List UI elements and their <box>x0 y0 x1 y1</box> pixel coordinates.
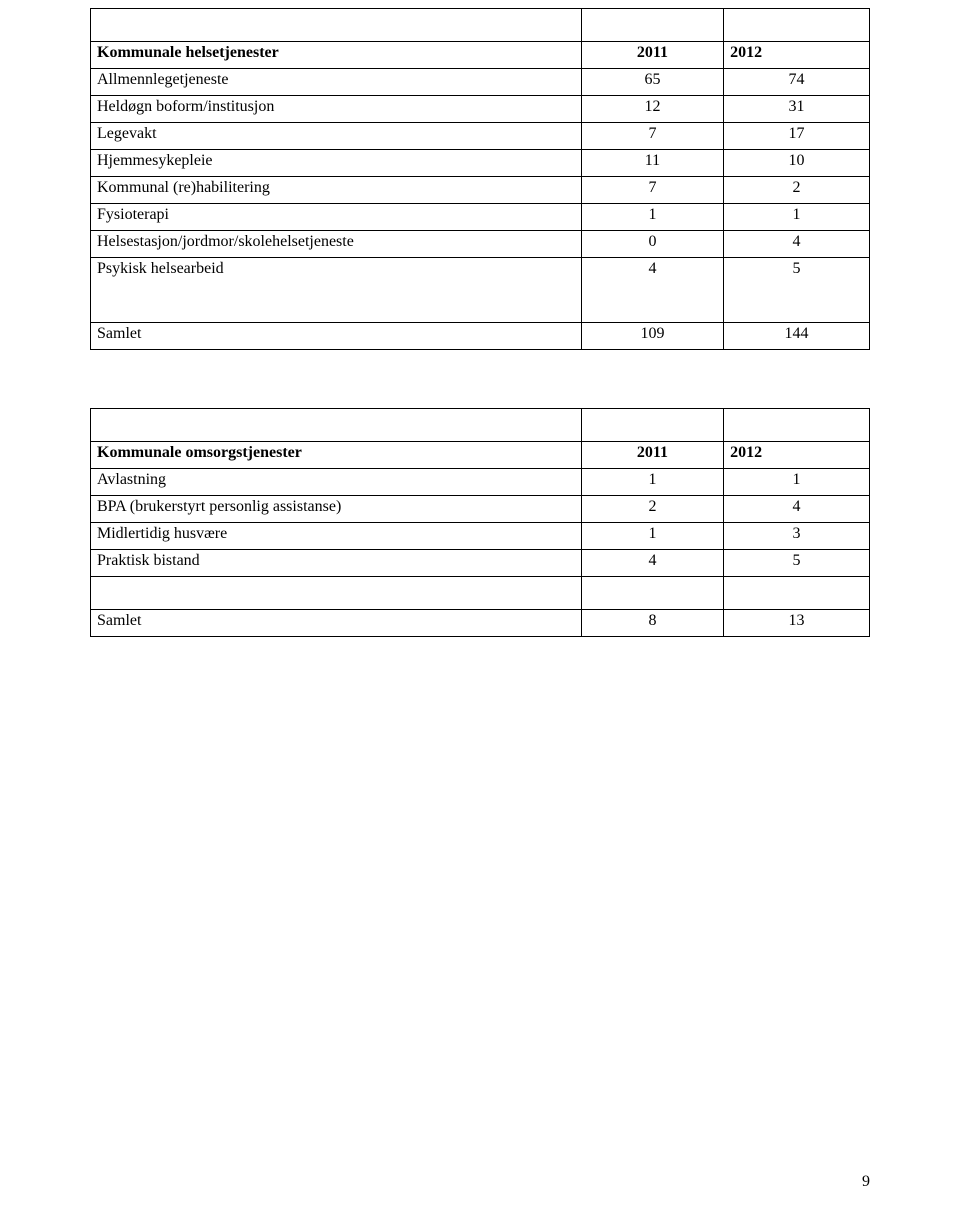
table-row: Avlastning 1 1 <box>91 469 870 496</box>
table-kommunale-omsorgstjenester: Kommunale omsorgstjenester 2011 2012 Avl… <box>90 408 870 637</box>
row-label: Psykisk helsearbeid <box>97 260 224 277</box>
col-header: 2012 <box>730 44 762 61</box>
row-label: Legevakt <box>97 125 157 142</box>
cell-value: 10 <box>730 152 863 170</box>
table-total-row: Samlet 8 13 <box>91 610 870 637</box>
cell-value: 7 <box>648 179 656 196</box>
row-label: Helsestasjon/jordmor/skolehelsetjeneste <box>97 233 354 250</box>
row-label: Hjemmesykepleie <box>97 152 213 169</box>
table-row: Kommunal (re)habilitering 7 2 <box>91 177 870 204</box>
total-value: 144 <box>730 325 863 343</box>
cell-value: 4 <box>648 260 656 277</box>
row-label: Midlertidig husvære <box>97 525 227 542</box>
cell-value: 2 <box>648 498 656 515</box>
table-row: Heldøgn boform/institusjon 12 31 <box>91 96 870 123</box>
table-total-row: Samlet 109 144 <box>91 323 870 350</box>
cell-value: 4 <box>730 498 863 516</box>
total-value: 13 <box>730 612 863 630</box>
col-header: 2011 <box>637 444 668 461</box>
table-row <box>91 409 870 442</box>
table-row <box>91 9 870 42</box>
table-header-row: Kommunale helsetjenester 2011 2012 <box>91 42 870 69</box>
cell-value: 65 <box>644 71 660 88</box>
cell-value: 1 <box>648 525 656 542</box>
page-number: 9 <box>862 1173 870 1191</box>
cell-value: 5 <box>730 260 863 278</box>
row-label: Allmennlegetjeneste <box>97 71 229 88</box>
total-value: 109 <box>640 325 664 342</box>
table-row: Hjemmesykepleie 11 10 <box>91 150 870 177</box>
total-label: Samlet <box>97 325 141 342</box>
table-header-row: Kommunale omsorgstjenester 2011 2012 <box>91 442 870 469</box>
table-row: Legevakt 7 17 <box>91 123 870 150</box>
table-title: Kommunale helsetjenester <box>97 44 279 61</box>
cell-value: 17 <box>730 125 863 143</box>
row-label: Fysioterapi <box>97 206 169 223</box>
cell-value: 1 <box>648 471 656 488</box>
col-header: 2011 <box>637 44 668 61</box>
cell-value: 0 <box>648 233 656 250</box>
table-row <box>91 577 870 610</box>
table-row: Fysioterapi 1 1 <box>91 204 870 231</box>
total-label: Samlet <box>97 612 141 629</box>
cell-value: 4 <box>648 552 656 569</box>
row-label: BPA (brukerstyrt personlig assistanse) <box>97 498 341 515</box>
table-row: Praktisk bistand 4 5 <box>91 550 870 577</box>
row-label: Heldøgn boform/institusjon <box>97 98 274 115</box>
cell-value: 11 <box>645 152 660 169</box>
cell-value: 3 <box>730 525 863 543</box>
table-row: Helsestasjon/jordmor/skolehelsetjeneste … <box>91 231 870 258</box>
table-title: Kommunale omsorgstjenester <box>97 444 302 461</box>
cell-value: 1 <box>648 206 656 223</box>
table-row: BPA (brukerstyrt personlig assistanse) 2… <box>91 496 870 523</box>
table-kommunale-helsetjenester: Kommunale helsetjenester 2011 2012 Allme… <box>90 8 870 350</box>
cell-value: 5 <box>730 552 863 570</box>
cell-value: 1 <box>730 471 863 489</box>
row-label: Kommunal (re)habilitering <box>97 179 270 196</box>
cell-value: 7 <box>648 125 656 142</box>
cell-value: 12 <box>644 98 660 115</box>
table-row: Allmennlegetjeneste 65 74 <box>91 69 870 96</box>
cell-value: 1 <box>730 206 863 224</box>
table-row: Midlertidig husvære 1 3 <box>91 523 870 550</box>
total-value: 8 <box>648 612 656 629</box>
col-header: 2012 <box>730 444 762 461</box>
cell-value: 4 <box>730 233 863 251</box>
row-label: Praktisk bistand <box>97 552 200 569</box>
cell-value: 31 <box>730 98 863 116</box>
table-row: Psykisk helsearbeid 4 5 <box>91 258 870 323</box>
row-label: Avlastning <box>97 471 166 488</box>
cell-value: 74 <box>730 71 863 89</box>
cell-value: 2 <box>730 179 863 197</box>
